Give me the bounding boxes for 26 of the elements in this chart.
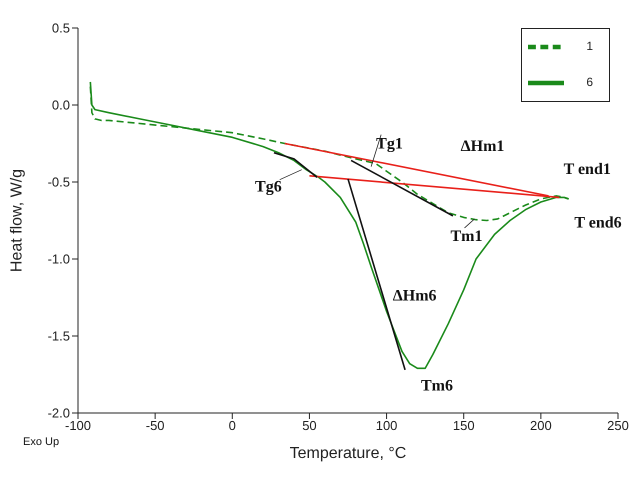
x-tick-label: 50 <box>302 418 317 434</box>
y-tick-label: 0.0 <box>52 98 70 113</box>
x-tick-label: -100 <box>64 418 92 434</box>
x-tick-label: 100 <box>376 418 398 434</box>
y-axis-title: Heat flow, W/g <box>8 168 26 272</box>
x-tick-label: 0 <box>228 418 236 434</box>
y-tick-label: -2.0 <box>48 406 70 421</box>
y-tick-label: 0.5 <box>52 20 70 36</box>
y-tick-label: -1.5 <box>48 328 70 344</box>
x-tick-label: 150 <box>452 418 475 434</box>
x-axis-title: Temperature, °C <box>290 445 406 462</box>
y-tick-label: -1.0 <box>48 252 70 267</box>
x-tick-label: 250 <box>607 418 629 434</box>
legend-label: 6 <box>586 75 593 90</box>
x-tick-label: -50 <box>146 418 165 434</box>
x-tick-label: 200 <box>530 418 552 434</box>
text: Exo Up <box>23 436 60 448</box>
annotation: Tm1 <box>450 228 483 245</box>
annotation: Tm6 <box>420 377 453 394</box>
annotation: ΔHm6 <box>392 288 437 305</box>
y-tick-label: -0.5 <box>48 174 70 190</box>
annotation: T end1 <box>564 160 611 178</box>
annotation: T end6 <box>574 214 622 232</box>
annotation: ΔHm1 <box>460 138 504 156</box>
annotation: Tg6 <box>255 178 282 196</box>
legend-label: 1 <box>586 39 593 54</box>
